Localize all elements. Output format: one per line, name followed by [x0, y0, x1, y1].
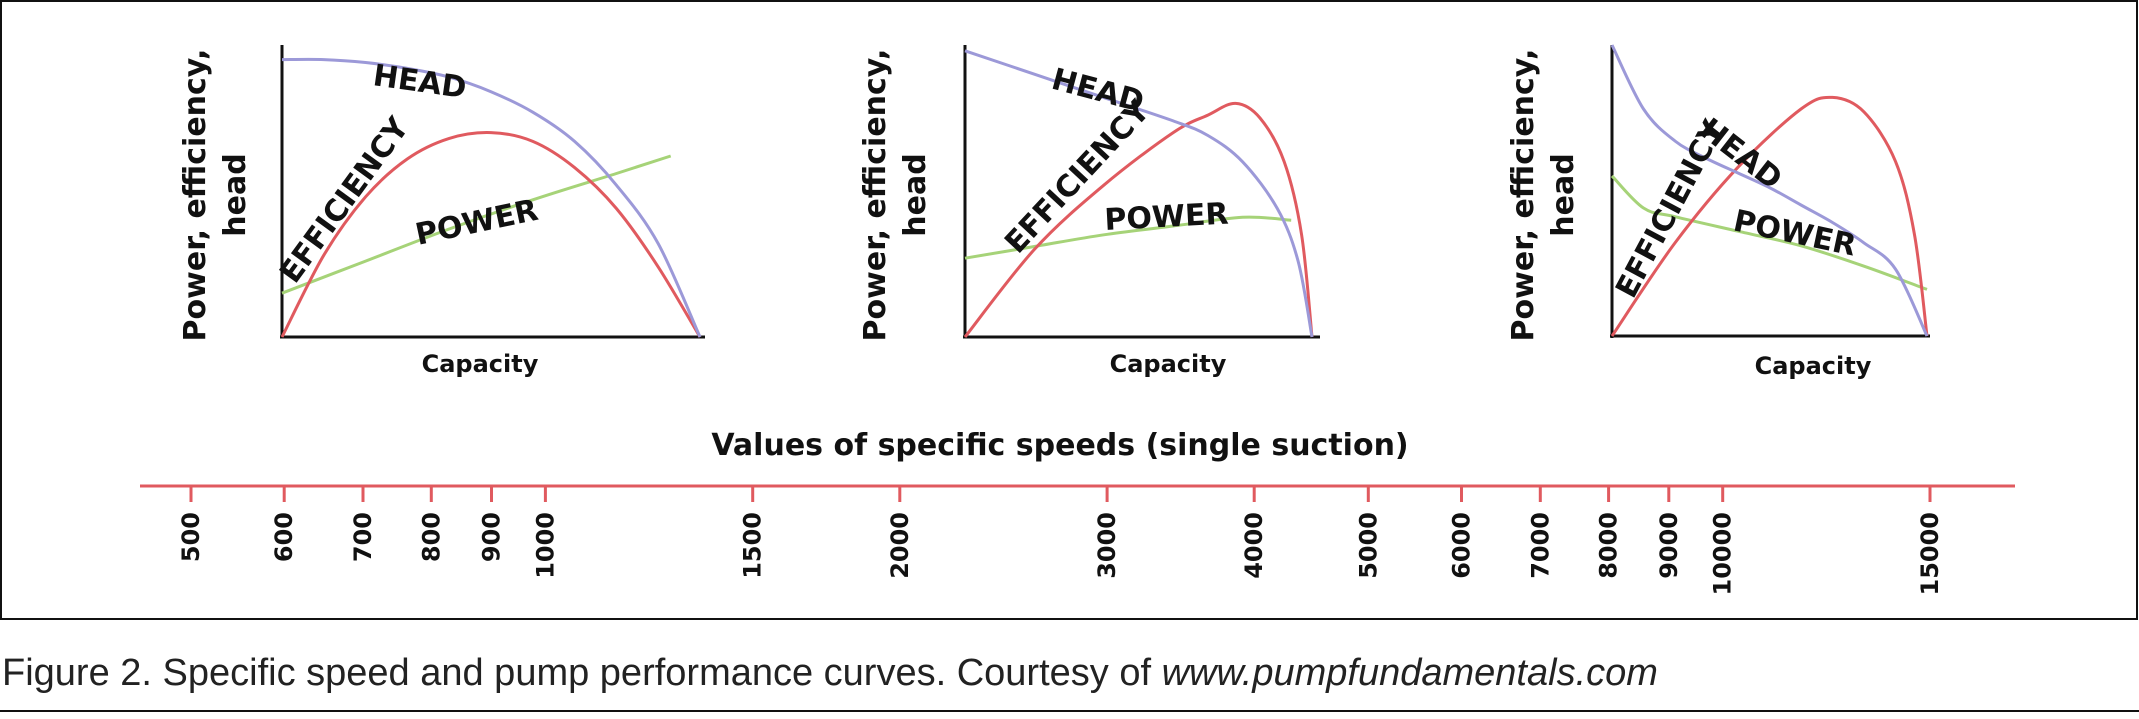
caption-link[interactable]: www.pumpfundamentals.com	[1161, 652, 1658, 694]
scale-tick-label-5000: 5000	[1354, 512, 1382, 579]
caption-text: Figure 2. Specific speed and pump perfor…	[2, 652, 1162, 694]
scale-tick-label-9000: 9000	[1655, 512, 1683, 579]
scale-title: Values of specific speeds (single suctio…	[711, 428, 1408, 463]
scale-tick-label-1000: 1000	[531, 512, 559, 579]
power-label-2: POWER	[1104, 197, 1230, 238]
y-label-3: Power, efficiency, head	[1506, 49, 1581, 342]
scale-tick-label-15000: 15000	[1916, 512, 1944, 596]
scale-ticks: 500 600 700 800 900 1000 1500 2000 3000 4000 5000 6…	[177, 486, 1944, 596]
scale-tick-label-500: 500	[177, 512, 205, 562]
x-label-3: Capacity	[1755, 352, 1872, 380]
efficiency-curve-3	[1610, 95, 1929, 337]
scale-tick-label-600: 600	[270, 512, 298, 562]
scale-tick-label-1500: 1500	[739, 512, 767, 579]
y-label-2: Power, efficiency, head	[858, 49, 933, 342]
chart-medium-speed: HEAD EFFICIENCY POWER Capacity Power, ef…	[858, 45, 1320, 378]
scale-tick-label-4000: 4000	[1240, 512, 1268, 579]
scale-tick-label-700: 700	[349, 512, 377, 562]
x-label-2: Capacity	[1110, 350, 1227, 378]
y-label-1: Power, efficiency, head	[178, 49, 253, 342]
power-label-1: POWER	[412, 193, 541, 253]
scale-tick-label-2000: 2000	[886, 512, 914, 579]
efficiency-label-1: EFFICIENCY	[273, 110, 417, 289]
efficiency-label-3: EFFICIENCY	[1609, 114, 1732, 304]
figure-border	[0, 0, 2138, 620]
chart-low-speed: HEAD EFFICIENCY POWER Capacity Power, ef…	[178, 45, 705, 378]
scale-tick-label-10000: 10000	[1709, 512, 1737, 596]
power-curve-3	[1610, 174, 1928, 291]
scale-tick-label-900: 900	[478, 512, 506, 562]
scale-tick-label-3000: 3000	[1093, 512, 1121, 579]
efficiency-curve-1	[280, 131, 702, 338]
power-curve-1	[281, 154, 672, 295]
figure-caption: Figure 2. Specific speed and pump perfor…	[2, 652, 1658, 695]
head-label-1: HEAD	[371, 58, 469, 106]
efficiency-curve-2	[963, 101, 1314, 338]
head-curve-2	[964, 49, 1314, 338]
power-label-3: POWER	[1730, 204, 1859, 264]
x-label-1: Capacity	[422, 350, 539, 378]
scale-tick-label-800: 800	[417, 512, 445, 562]
scale-tick-label-6000: 6000	[1448, 512, 1476, 579]
head-curve-3	[1610, 44, 1929, 337]
power-curve-2	[964, 215, 1292, 260]
scale-tick-label-8000: 8000	[1595, 512, 1623, 579]
head-curve-1	[281, 57, 702, 338]
chart-high-speed: HEAD EFFICIENCY POWER Capacity Power, ef…	[1506, 44, 1930, 380]
scale-tick-label-7000: 7000	[1526, 512, 1554, 579]
